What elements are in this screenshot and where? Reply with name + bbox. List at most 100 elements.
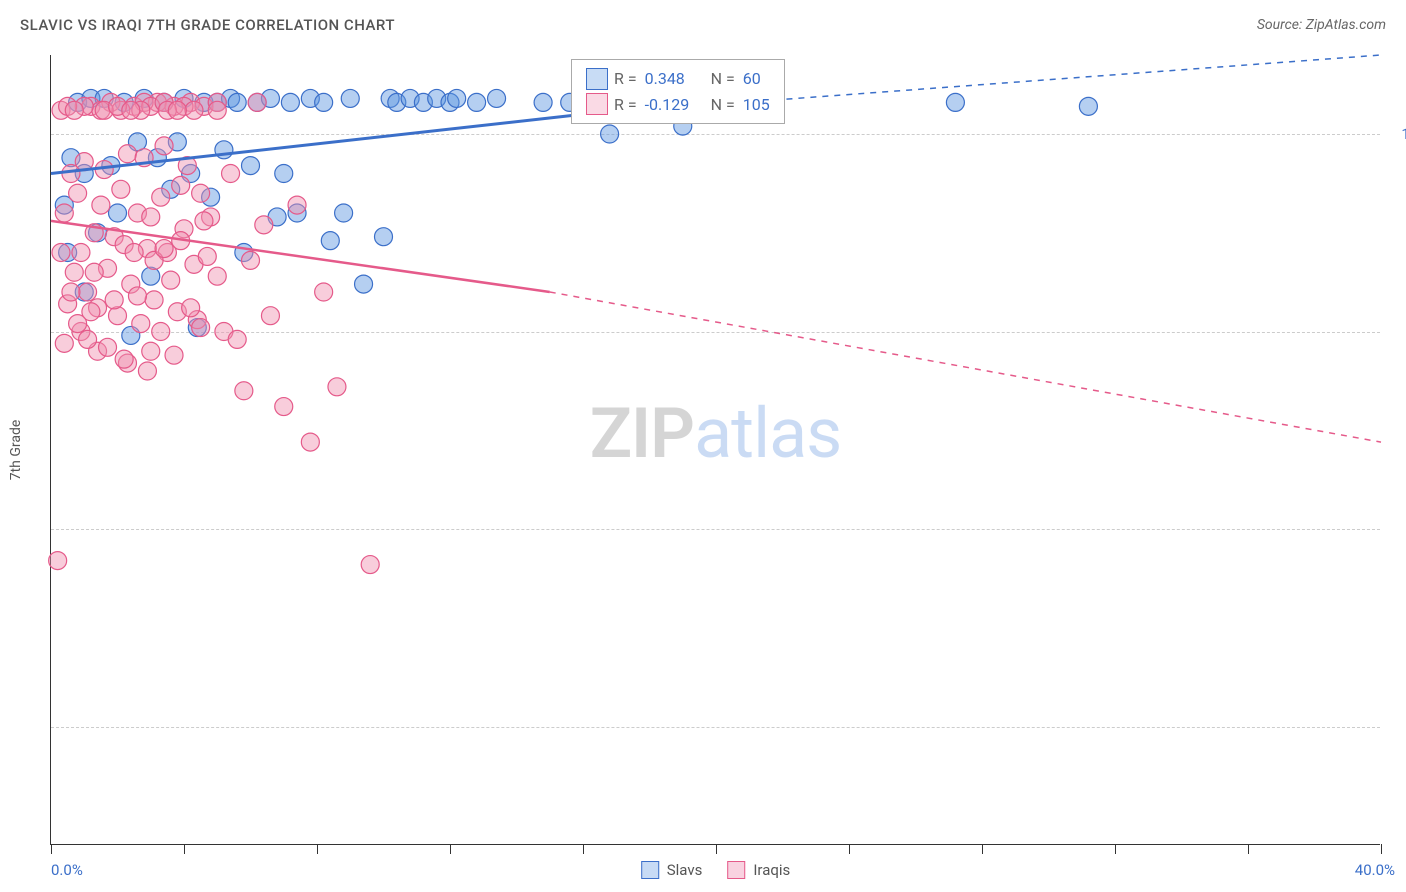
data-point xyxy=(65,263,83,281)
series-legend: Slavs Iraqis xyxy=(641,861,791,879)
data-point xyxy=(142,267,160,285)
legend-r-label: R = xyxy=(614,66,637,92)
data-point xyxy=(165,346,183,364)
data-point xyxy=(601,125,619,143)
data-point xyxy=(228,93,246,111)
data-point xyxy=(198,247,216,265)
data-point xyxy=(128,287,146,305)
chart-area: 7th Grade 85.0%90.0%95.0%100.0% ZIPatlas… xyxy=(50,55,1380,845)
data-point xyxy=(228,330,246,348)
data-point xyxy=(261,307,279,325)
data-point xyxy=(162,271,180,289)
data-point xyxy=(275,165,293,183)
data-point xyxy=(49,552,67,570)
x-tick xyxy=(450,844,451,854)
series-legend-item: Iraqis xyxy=(727,861,790,879)
data-point xyxy=(355,275,373,293)
data-point xyxy=(152,188,170,206)
data-point xyxy=(79,283,97,301)
data-point xyxy=(138,362,156,380)
x-tick xyxy=(184,844,185,854)
data-point xyxy=(301,433,319,451)
data-point xyxy=(242,157,260,175)
y-tick-label: 90.0% xyxy=(1390,520,1406,538)
x-tick xyxy=(1248,844,1249,854)
data-point xyxy=(109,307,127,325)
data-point xyxy=(118,145,136,163)
data-point xyxy=(55,204,73,222)
data-point xyxy=(52,244,70,262)
legend-n-label: N = xyxy=(711,92,735,118)
data-point xyxy=(142,208,160,226)
data-point xyxy=(242,251,260,269)
data-point xyxy=(195,212,213,230)
data-point xyxy=(152,323,170,341)
legend-r-value: 0.348 xyxy=(645,66,705,92)
legend-n-value: 105 xyxy=(743,92,770,118)
data-point xyxy=(315,283,333,301)
data-point xyxy=(182,299,200,317)
data-point xyxy=(55,334,73,352)
correlation-legend: R = 0.348N = 60 R = -0.129N = 105 xyxy=(571,59,785,124)
data-point xyxy=(208,267,226,285)
data-point xyxy=(112,180,130,198)
data-point xyxy=(192,319,210,337)
x-tick xyxy=(317,844,318,854)
data-point xyxy=(1079,97,1097,115)
data-point xyxy=(448,89,466,107)
data-point xyxy=(315,93,333,111)
data-point xyxy=(99,338,117,356)
source-label: Source: ZipAtlas.com xyxy=(1257,17,1386,33)
legend-swatch xyxy=(586,93,608,115)
legend-r-value: -0.129 xyxy=(645,92,705,118)
y-tick-label: 85.0% xyxy=(1390,718,1406,736)
legend-row: R = -0.129N = 105 xyxy=(586,92,770,118)
data-point xyxy=(534,93,552,111)
data-point xyxy=(172,176,190,194)
y-tick-label: 95.0% xyxy=(1390,323,1406,341)
data-point xyxy=(92,196,110,214)
y-axis-label: 7th Grade xyxy=(8,419,24,480)
x-tick xyxy=(982,844,983,854)
data-point xyxy=(125,244,143,262)
x-tick xyxy=(849,844,850,854)
data-point xyxy=(235,382,253,400)
data-point xyxy=(328,378,346,396)
x-tick xyxy=(51,844,52,854)
data-point xyxy=(62,283,80,301)
data-point xyxy=(255,216,273,234)
data-point xyxy=(155,240,173,258)
data-point xyxy=(65,101,83,119)
data-point xyxy=(115,350,133,368)
data-point xyxy=(155,137,173,155)
data-point xyxy=(168,101,186,119)
series-legend-item: Slavs xyxy=(641,861,703,879)
chart-title: SLAVIC VS IRAQI 7TH GRADE CORRELATION CH… xyxy=(20,16,395,34)
data-point xyxy=(468,93,486,111)
legend-swatch xyxy=(586,68,608,90)
legend-n-value: 60 xyxy=(743,66,761,92)
data-point xyxy=(109,204,127,222)
data-point xyxy=(222,165,240,183)
data-point xyxy=(275,398,293,416)
data-point xyxy=(361,556,379,574)
data-point xyxy=(321,232,339,250)
legend-swatch xyxy=(727,861,745,879)
data-point xyxy=(341,89,359,107)
x-tick xyxy=(1115,844,1116,854)
x-tick xyxy=(716,844,717,854)
x-tick xyxy=(583,844,584,854)
data-point xyxy=(488,89,506,107)
data-point xyxy=(132,315,150,333)
data-point xyxy=(208,101,226,119)
legend-series-label: Iraqis xyxy=(753,861,790,879)
data-point xyxy=(72,244,90,262)
data-point xyxy=(79,330,97,348)
data-point xyxy=(288,196,306,214)
data-point xyxy=(69,184,87,202)
data-point xyxy=(281,93,299,111)
data-point xyxy=(375,228,393,246)
legend-r-label: R = xyxy=(614,92,637,118)
legend-n-label: N = xyxy=(711,66,735,92)
legend-row: R = 0.348N = 60 xyxy=(586,66,770,92)
